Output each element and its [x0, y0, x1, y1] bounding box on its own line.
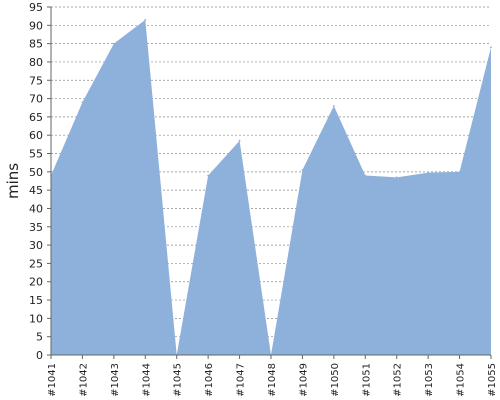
- y-tick-label: 95: [29, 1, 43, 14]
- x-tick-label: #1046: [204, 363, 215, 397]
- x-tick-label: #1055: [487, 363, 498, 397]
- area-layer: [50, 18, 492, 356]
- y-tick-label: 40: [29, 202, 43, 215]
- y-tick-labels: 0 5 10 15 20 25 30 35 40 45 50 55 60 65 70 75 80 85 90 95: [29, 1, 43, 362]
- y-tick-label: 10: [29, 312, 43, 325]
- x-tick-label: #1050: [330, 363, 341, 397]
- y-tick-label: 0: [36, 349, 43, 362]
- y-axis-label: mins: [4, 163, 22, 199]
- data-point: [458, 170, 461, 173]
- x-tick-label: #1048: [267, 363, 278, 397]
- x-tick-label: #1054: [456, 363, 467, 397]
- data-point: [395, 176, 398, 179]
- x-tick-label: #1052: [393, 363, 404, 397]
- x-tick-label: #1045: [173, 363, 184, 397]
- y-tick-label: 30: [29, 239, 43, 252]
- x-tick-label: #1041: [47, 363, 58, 397]
- data-point: [427, 171, 430, 174]
- y-tick-label: 25: [29, 257, 43, 270]
- y-tick-label: 80: [29, 56, 43, 69]
- y-tick-label: 55: [29, 148, 43, 161]
- y-tick-label: 60: [29, 129, 43, 142]
- y-tick-label: 20: [29, 276, 43, 289]
- data-point: [238, 139, 241, 142]
- y-tick-label: 70: [29, 93, 43, 106]
- data-point: [207, 174, 210, 177]
- y-tick-label: 85: [29, 38, 43, 51]
- x-tick-label: #1047: [236, 363, 247, 397]
- x-tick-label: #1051: [361, 363, 372, 397]
- x-tick-label: #1043: [110, 363, 121, 397]
- x-tick-label: #1042: [78, 363, 89, 397]
- y-tick-label: 90: [29, 19, 43, 32]
- axis-layer: [47, 6, 492, 359]
- x-tick-label: #1053: [424, 363, 435, 397]
- data-point: [81, 101, 84, 104]
- data-point: [364, 174, 367, 177]
- y-tick-label: 45: [29, 184, 43, 197]
- y-tick-label: 75: [29, 74, 43, 87]
- y-tick-label: 35: [29, 221, 43, 234]
- x-tick-labels: #1041 #1042 #1043 #1044 #1045 #1046 #1047 #1048…: [47, 363, 498, 397]
- y-tick-label: 5: [36, 331, 43, 344]
- data-point: [332, 105, 335, 107]
- area-series: [51, 19, 491, 356]
- y-tick-label: 50: [29, 166, 43, 179]
- data-point: [490, 46, 492, 49]
- y-tick-label: 15: [29, 294, 43, 307]
- y-tick-label: 65: [29, 111, 43, 124]
- x-tick-label: #1049: [298, 363, 309, 397]
- x-tick-label: #1044: [141, 363, 152, 397]
- data-point: [301, 169, 304, 171]
- data-point: [144, 18, 147, 21]
- data-point: [112, 42, 115, 45]
